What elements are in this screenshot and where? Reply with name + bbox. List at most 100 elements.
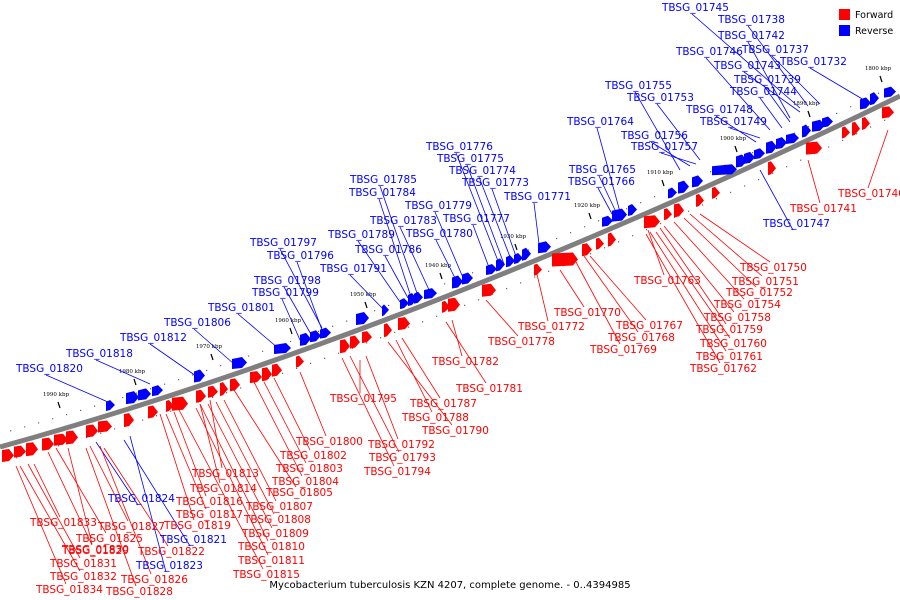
reverse-gene-block [496,258,505,272]
gene-label-forward: TBSG_01759 [695,324,763,336]
forward-gene-block [842,126,850,139]
minor-tick [744,185,746,187]
gene-label-forward: TBSG_01833 [29,517,97,529]
gene-label-forward: TBSG_01770 [553,307,621,319]
gene-label-reverse: TBSG_01777 [442,213,510,225]
minor-tick [262,350,264,352]
leader-line [387,341,453,426]
reverse-gene-block [692,175,703,188]
minor-tick [534,276,536,278]
forward-gene-block [674,203,684,218]
reverse-gene-block [802,124,811,138]
minor-tick [338,352,340,354]
leader-line [655,231,731,339]
minor-tick [122,396,124,399]
minor-tick [282,372,284,374]
minor-tick [100,432,102,434]
minor-tick [878,92,880,94]
leader-line [659,227,727,325]
gene-label-forward: TBSG_01763 [633,275,701,287]
minor-tick [192,374,194,376]
forward-gene-block [608,232,616,247]
minor-tick [730,191,732,193]
minor-tick [752,152,754,154]
leader-line [647,229,665,276]
forward-gene-block [582,243,592,257]
gene-label-forward: TBSG_01814 [189,483,257,495]
minor-tick [688,210,690,212]
reverse-gene-block [300,332,311,346]
leader-line [159,413,195,521]
leader-line [263,381,307,464]
tick-label: 1920 kbp [574,203,601,209]
leader-line [485,299,519,337]
forward-gene-block [768,161,776,176]
tick-mark [879,75,883,83]
gene-label-forward: TBSG_01822 [137,546,205,558]
leader-line [33,463,61,518]
leader-line [451,319,463,357]
minor-tick [422,321,424,323]
gene-label-forward: TBSG_01808 [243,514,311,526]
minor-tick [674,216,676,219]
tick-mark [289,327,293,335]
reverse-gene-block [424,288,437,300]
gene-label-reverse: TBSG_01776 [425,141,493,153]
gene-label-forward: TBSG_01834 [35,584,103,596]
leader-line [173,411,207,497]
gene-label-forward: TBSG_01825 [75,533,143,545]
gene-label-forward: TBSG_01804 [271,476,339,488]
leader-line [445,321,487,384]
gene-label-reverse: TBSG_01818 [65,348,133,360]
gene-label-reverse: TBSG_01820 [15,363,83,375]
leader-line [165,413,207,510]
gene-label-forward: TBSG_01782 [431,356,499,368]
leader-line [683,217,757,288]
gene-label-reverse: TBSG_01779 [404,200,472,212]
leader-line [384,255,409,299]
forward-gene-block [172,396,188,411]
leader-line [85,447,137,587]
leader-line [357,240,401,303]
gene-label-forward: TBSG_01794 [363,466,431,478]
reverse-gene-block [668,187,677,199]
minor-tick [332,325,334,327]
forward-gene-block [124,413,134,428]
tick-label: 1960 kbp [275,318,302,324]
minor-tick [114,428,116,430]
reverse-gene-block [452,275,463,289]
gene-label-forward: TBSG_01761 [695,351,763,363]
minor-tick [66,414,68,416]
gene-label-reverse: TBSG_01786 [354,244,422,256]
reverse-gene-block [678,180,689,194]
minor-tick [290,340,292,343]
leader-line [401,337,441,399]
reverse-gene-block [462,272,473,285]
minor-tick [632,235,634,237]
forward-gene-block [596,237,604,250]
reverse-gene-block [822,116,833,128]
gene-label-forward: TBSG_01787 [409,398,477,410]
forward-gene-block [482,283,496,297]
gene-label-forward: TBSG_01815 [232,569,300,581]
legend-forward-label: Forward [855,10,893,21]
gene-label-reverse: TBSG_01784 [348,187,416,199]
minor-tick [240,387,242,389]
gene-label-forward: TBSG_01752 [725,287,793,299]
leader-line [747,25,809,107]
forward-gene-block [296,355,304,368]
tick-mark [57,401,61,409]
gene-label-reverse: TBSG_01823 [135,560,203,572]
gene-label-forward: TBSG_01827 [97,521,165,533]
tick-mark [439,272,443,280]
leader-line [535,269,549,322]
gene-label-forward: TBSG_01778 [487,336,555,348]
minor-tick [436,315,438,317]
leader-line [103,447,169,547]
minor-tick [626,208,628,210]
minor-tick [24,426,26,428]
minor-tick [464,304,466,306]
minor-tick [80,409,82,412]
leader-line [663,225,735,313]
leader-line [650,141,691,167]
